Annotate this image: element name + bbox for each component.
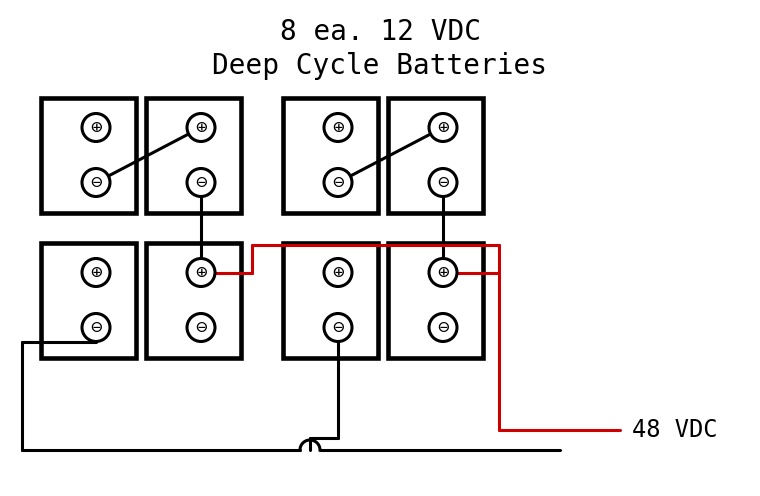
Circle shape xyxy=(429,169,457,196)
Text: ⊖: ⊖ xyxy=(437,318,449,337)
Circle shape xyxy=(187,313,215,342)
Text: ⊖: ⊖ xyxy=(195,173,207,192)
Text: 8 ea. 12 VDC: 8 ea. 12 VDC xyxy=(280,18,480,46)
Circle shape xyxy=(429,114,457,141)
Circle shape xyxy=(324,258,352,287)
Circle shape xyxy=(187,114,215,141)
Text: ⊕: ⊕ xyxy=(90,118,102,137)
Circle shape xyxy=(187,258,215,287)
Text: ⊕: ⊕ xyxy=(195,118,207,137)
Circle shape xyxy=(429,258,457,287)
Text: ⊕: ⊕ xyxy=(90,263,102,282)
Bar xyxy=(283,243,378,358)
Text: ⊖: ⊖ xyxy=(90,318,102,337)
Text: ⊖: ⊖ xyxy=(332,173,344,192)
Circle shape xyxy=(324,114,352,141)
Circle shape xyxy=(82,258,110,287)
Text: ⊕: ⊕ xyxy=(195,263,207,282)
Text: ⊖: ⊖ xyxy=(437,173,449,192)
Bar xyxy=(388,98,483,212)
Bar xyxy=(388,243,483,358)
Bar xyxy=(40,243,135,358)
Bar xyxy=(283,98,378,212)
Bar xyxy=(40,98,135,212)
Circle shape xyxy=(324,313,352,342)
Circle shape xyxy=(187,169,215,196)
Circle shape xyxy=(324,169,352,196)
Circle shape xyxy=(82,313,110,342)
Text: ⊖: ⊖ xyxy=(332,318,344,337)
Text: ⊕: ⊕ xyxy=(437,263,449,282)
Text: ⊕: ⊕ xyxy=(437,118,449,137)
Text: Deep Cycle Batteries: Deep Cycle Batteries xyxy=(213,52,547,80)
Text: ⊖: ⊖ xyxy=(90,173,102,192)
Text: 48 VDC: 48 VDC xyxy=(632,418,717,442)
Bar xyxy=(145,243,240,358)
Text: ⊕: ⊕ xyxy=(332,263,344,282)
Bar xyxy=(145,98,240,212)
Text: ⊕: ⊕ xyxy=(332,118,344,137)
Circle shape xyxy=(82,114,110,141)
Circle shape xyxy=(429,313,457,342)
Circle shape xyxy=(82,169,110,196)
Text: ⊖: ⊖ xyxy=(195,318,207,337)
